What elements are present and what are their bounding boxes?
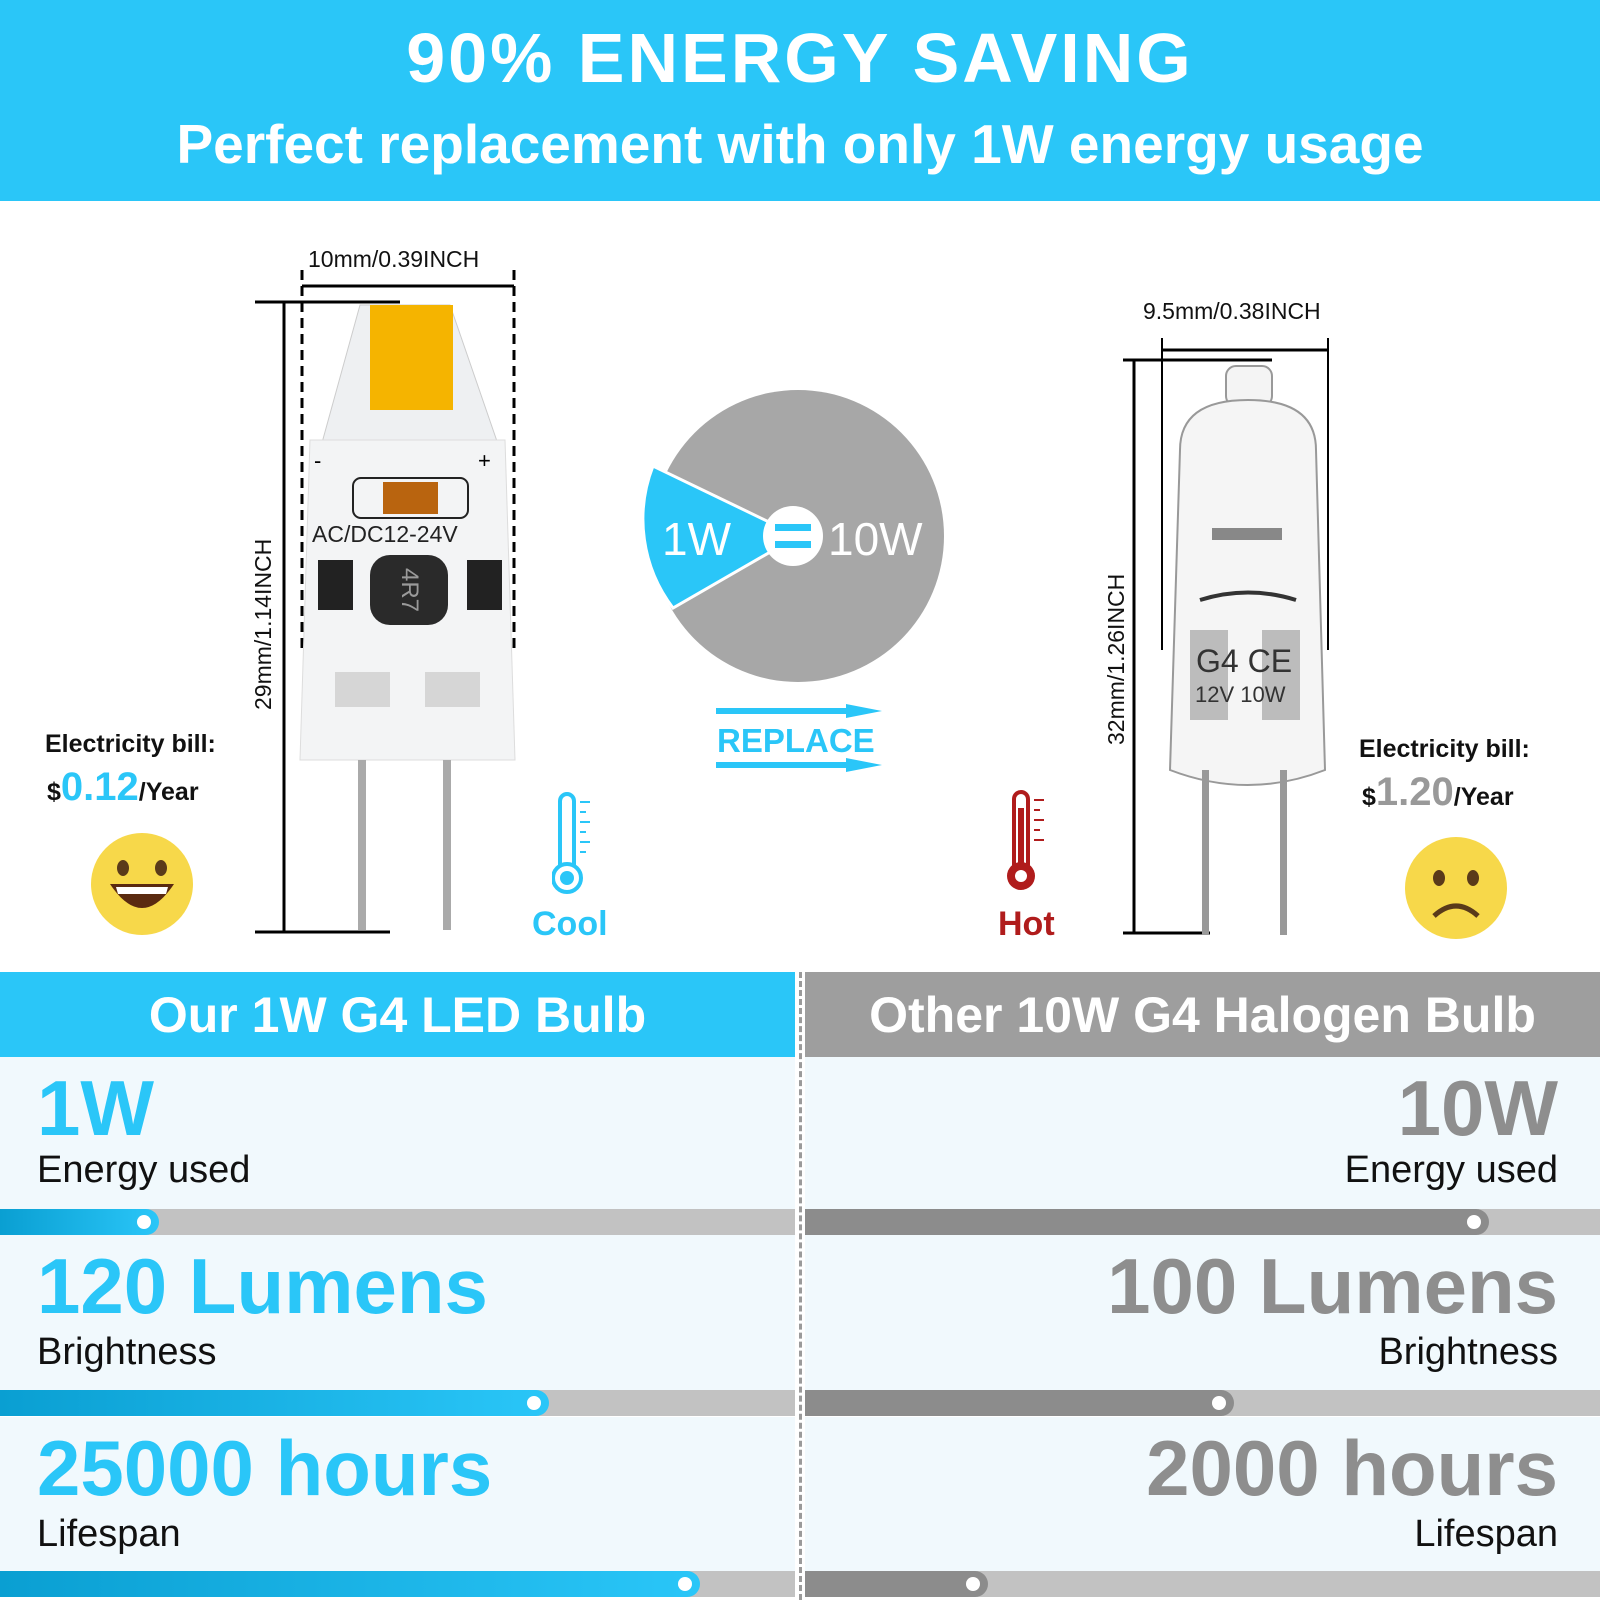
level-fill — [805, 1571, 988, 1597]
metric-value: 10W — [1397, 1064, 1558, 1152]
left-level-bar — [0, 1209, 795, 1235]
led-column-header: Our 1W G4 LED Bulb — [0, 972, 795, 1057]
voltage-print: AC/DC12-24V — [312, 521, 458, 547]
plus-mark: + — [478, 448, 491, 473]
pie-1w-label: 1W — [662, 513, 731, 565]
level-fill — [805, 1209, 1489, 1235]
sad-face-icon — [1405, 837, 1507, 939]
right-metric-row: 2000 hours Lifespan — [805, 1417, 1600, 1571]
subheadline: Perfect replacement with only 1W energy … — [176, 113, 1424, 175]
left-level-bar — [0, 1571, 795, 1597]
right-level-bar — [805, 1390, 1600, 1416]
hot-thermometer-icon — [1007, 790, 1044, 890]
bill-unit: /Year — [1453, 783, 1514, 811]
inductor-marking: 4R7 — [396, 567, 423, 613]
left-level-bar — [0, 1390, 795, 1416]
right-level-bar — [805, 1571, 1600, 1597]
level-knob — [1212, 1396, 1226, 1410]
wattage-pie-icon — [641, 390, 944, 682]
replace-arrow-icon — [716, 704, 882, 772]
metric-label: Brightness — [1378, 1331, 1558, 1373]
cool-label: Cool — [532, 905, 608, 943]
halogen-print-2: 12V 10W — [1195, 682, 1286, 707]
halogen-bill-label: Electricity bill: — [1359, 735, 1530, 763]
metric-label: Brightness — [37, 1331, 217, 1373]
metric-value: 120 Lumens — [37, 1242, 488, 1330]
level-knob — [137, 1215, 151, 1229]
led-bill-label: Electricity bill: — [45, 730, 216, 758]
level-fill — [0, 1390, 549, 1416]
level-fill — [805, 1390, 1234, 1416]
left-metric-row: 1W Energy used — [0, 1057, 795, 1209]
right-level-bar — [805, 1209, 1600, 1235]
level-knob — [527, 1396, 541, 1410]
right-metric-row: 100 Lumens Brightness — [805, 1235, 1600, 1390]
led-bulb-image: - + AC/DC12-24V — [255, 270, 516, 934]
column-divider — [799, 972, 802, 1600]
metric-value: 100 Lumens — [1107, 1242, 1558, 1330]
level-knob — [678, 1577, 692, 1591]
led-bill: $0.12/Year — [47, 765, 199, 810]
level-knob — [1467, 1215, 1481, 1229]
pie-10w-label: 10W — [828, 513, 923, 565]
replace-label: REPLACE — [717, 722, 875, 759]
currency: $ — [47, 778, 61, 806]
metric-label: Lifespan — [37, 1513, 181, 1555]
halogen-column-header: Other 10W G4 Halogen Bulb — [805, 972, 1600, 1057]
currency: $ — [1362, 783, 1376, 811]
metric-label: Energy used — [1344, 1149, 1558, 1191]
metric-label: Lifespan — [1414, 1513, 1558, 1555]
halogen-bill: $1.20/Year — [1362, 770, 1514, 815]
metric-value: 1W — [37, 1064, 154, 1152]
level-fill — [0, 1571, 700, 1597]
level-fill — [0, 1209, 159, 1235]
bill-unit: /Year — [138, 778, 199, 806]
happy-face-icon — [91, 833, 193, 935]
metric-value: 2000 hours — [1146, 1424, 1558, 1512]
right-metric-row: 10W Energy used — [805, 1057, 1600, 1209]
hot-label: Hot — [998, 905, 1055, 943]
metric-label: Energy used — [37, 1149, 251, 1191]
halogen-bill-value: 1.20 — [1375, 770, 1454, 814]
led-width-dimension: 10mm/0.39INCH — [308, 246, 480, 272]
left-metric-row: 120 Lumens Brightness — [0, 1235, 795, 1390]
metric-value: 25000 hours — [37, 1424, 493, 1512]
level-knob — [966, 1577, 980, 1591]
halogen-print-1: G4 CE — [1196, 643, 1292, 679]
cool-thermometer-icon — [552, 792, 590, 894]
halogen-width-dimension: 9.5mm/0.38INCH — [1143, 298, 1321, 324]
headline: 90% ENERGY SAVING — [406, 19, 1194, 97]
header-banner: 90% ENERGY SAVING Perfect replacement wi… — [0, 0, 1600, 201]
minus-mark: - — [314, 448, 321, 473]
left-metric-row: 25000 hours Lifespan — [0, 1417, 795, 1571]
halogen-bulb-image: G4 CE 12V 10W — [1123, 338, 1329, 935]
led-bill-value: 0.12 — [60, 765, 139, 809]
